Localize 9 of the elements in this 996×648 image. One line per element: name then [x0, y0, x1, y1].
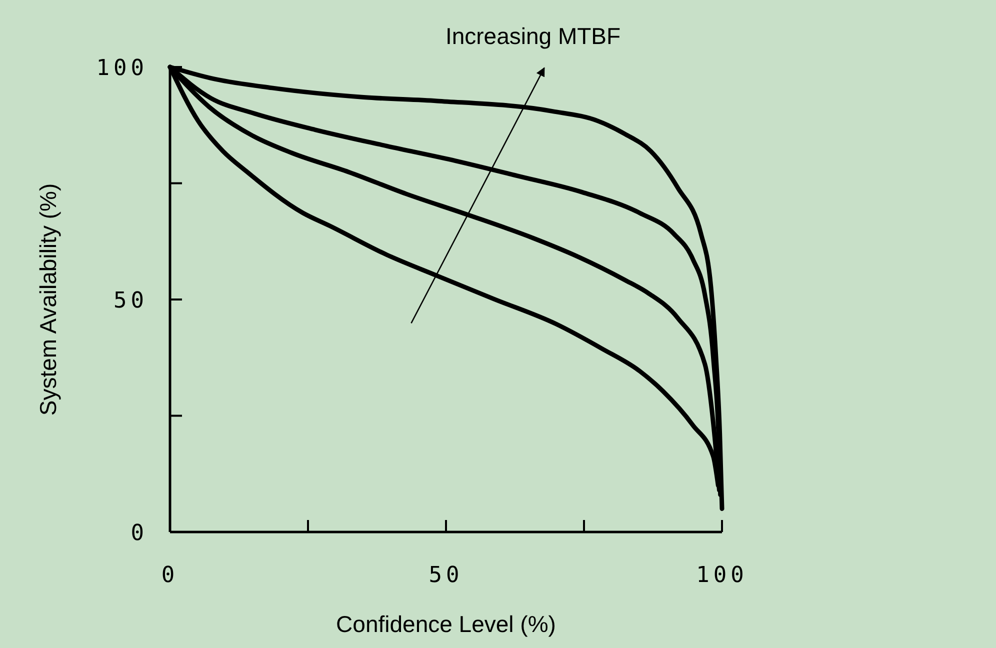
y-tick-label: 100: [96, 56, 148, 81]
x-tick-label: 100: [696, 563, 748, 588]
text: Increasing MTBF: [445, 23, 621, 49]
x-tick-label: 0: [161, 563, 179, 588]
x-axis-title: Confidence Level (%): [336, 611, 556, 637]
y-tick-label: 50: [114, 288, 148, 314]
y-tick-label: 0: [130, 521, 148, 546]
x-tick-label: 50: [428, 563, 464, 588]
y-axis-title: System Availability (%): [35, 183, 61, 416]
